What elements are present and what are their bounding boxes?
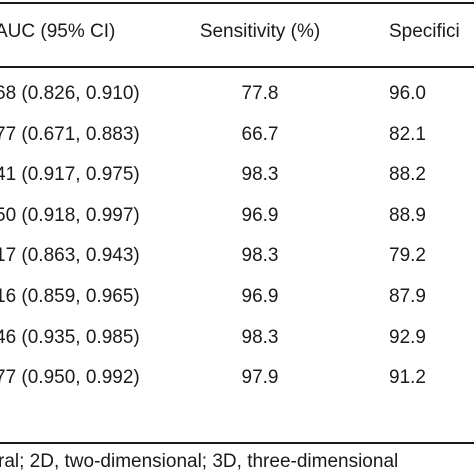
- cell-specificity: 88.9: [389, 205, 426, 226]
- cell-specificity: 91.2: [389, 367, 426, 388]
- cell-auc: 41 (0.917, 0.975): [0, 164, 140, 185]
- cell-specificity: 82.1: [389, 124, 426, 145]
- cell-sensitivity: 96.9: [241, 286, 279, 307]
- cell-specificity: 88.2: [389, 164, 426, 185]
- cell-auc: 46 (0.935, 0.985): [0, 327, 140, 348]
- cell-sensitivity: 98.3: [241, 164, 279, 185]
- cell-sensitivity: 97.9: [241, 367, 279, 388]
- bottom-rule: [0, 442, 474, 444]
- cell-auc: 77 (0.671, 0.883): [0, 124, 140, 145]
- cell-specificity: 87.9: [389, 286, 426, 307]
- cell-auc: 68 (0.826, 0.910): [0, 83, 140, 104]
- top-rule: [0, 2, 474, 4]
- cell-sensitivity: 66.7: [241, 124, 279, 145]
- cell-sensitivity: 98.3: [241, 245, 279, 266]
- cell-sensitivity: 77.8: [241, 83, 279, 104]
- cell-auc: 50 (0.918, 0.997): [0, 205, 140, 226]
- cell-sensitivity: 96.9: [241, 205, 279, 226]
- header-rule: [0, 66, 474, 68]
- header-auc: AUC (95% CI): [0, 21, 116, 42]
- header-sensitivity: Sensitivity (%): [199, 21, 321, 42]
- cell-auc: 17 (0.863, 0.943): [0, 245, 140, 266]
- header-specificity: Specifici: [389, 21, 460, 42]
- cell-sensitivity: 98.3: [241, 327, 279, 348]
- table-footnote: ral; 2D, two-dimensional; 3D, three-dime…: [0, 451, 399, 472]
- cell-specificity: 79.2: [389, 245, 426, 266]
- cell-specificity: 92.9: [389, 327, 426, 348]
- cell-auc: 16 (0.859, 0.965): [0, 286, 140, 307]
- cell-specificity: 96.0: [389, 83, 426, 104]
- cell-auc: 77 (0.950, 0.992): [0, 367, 140, 388]
